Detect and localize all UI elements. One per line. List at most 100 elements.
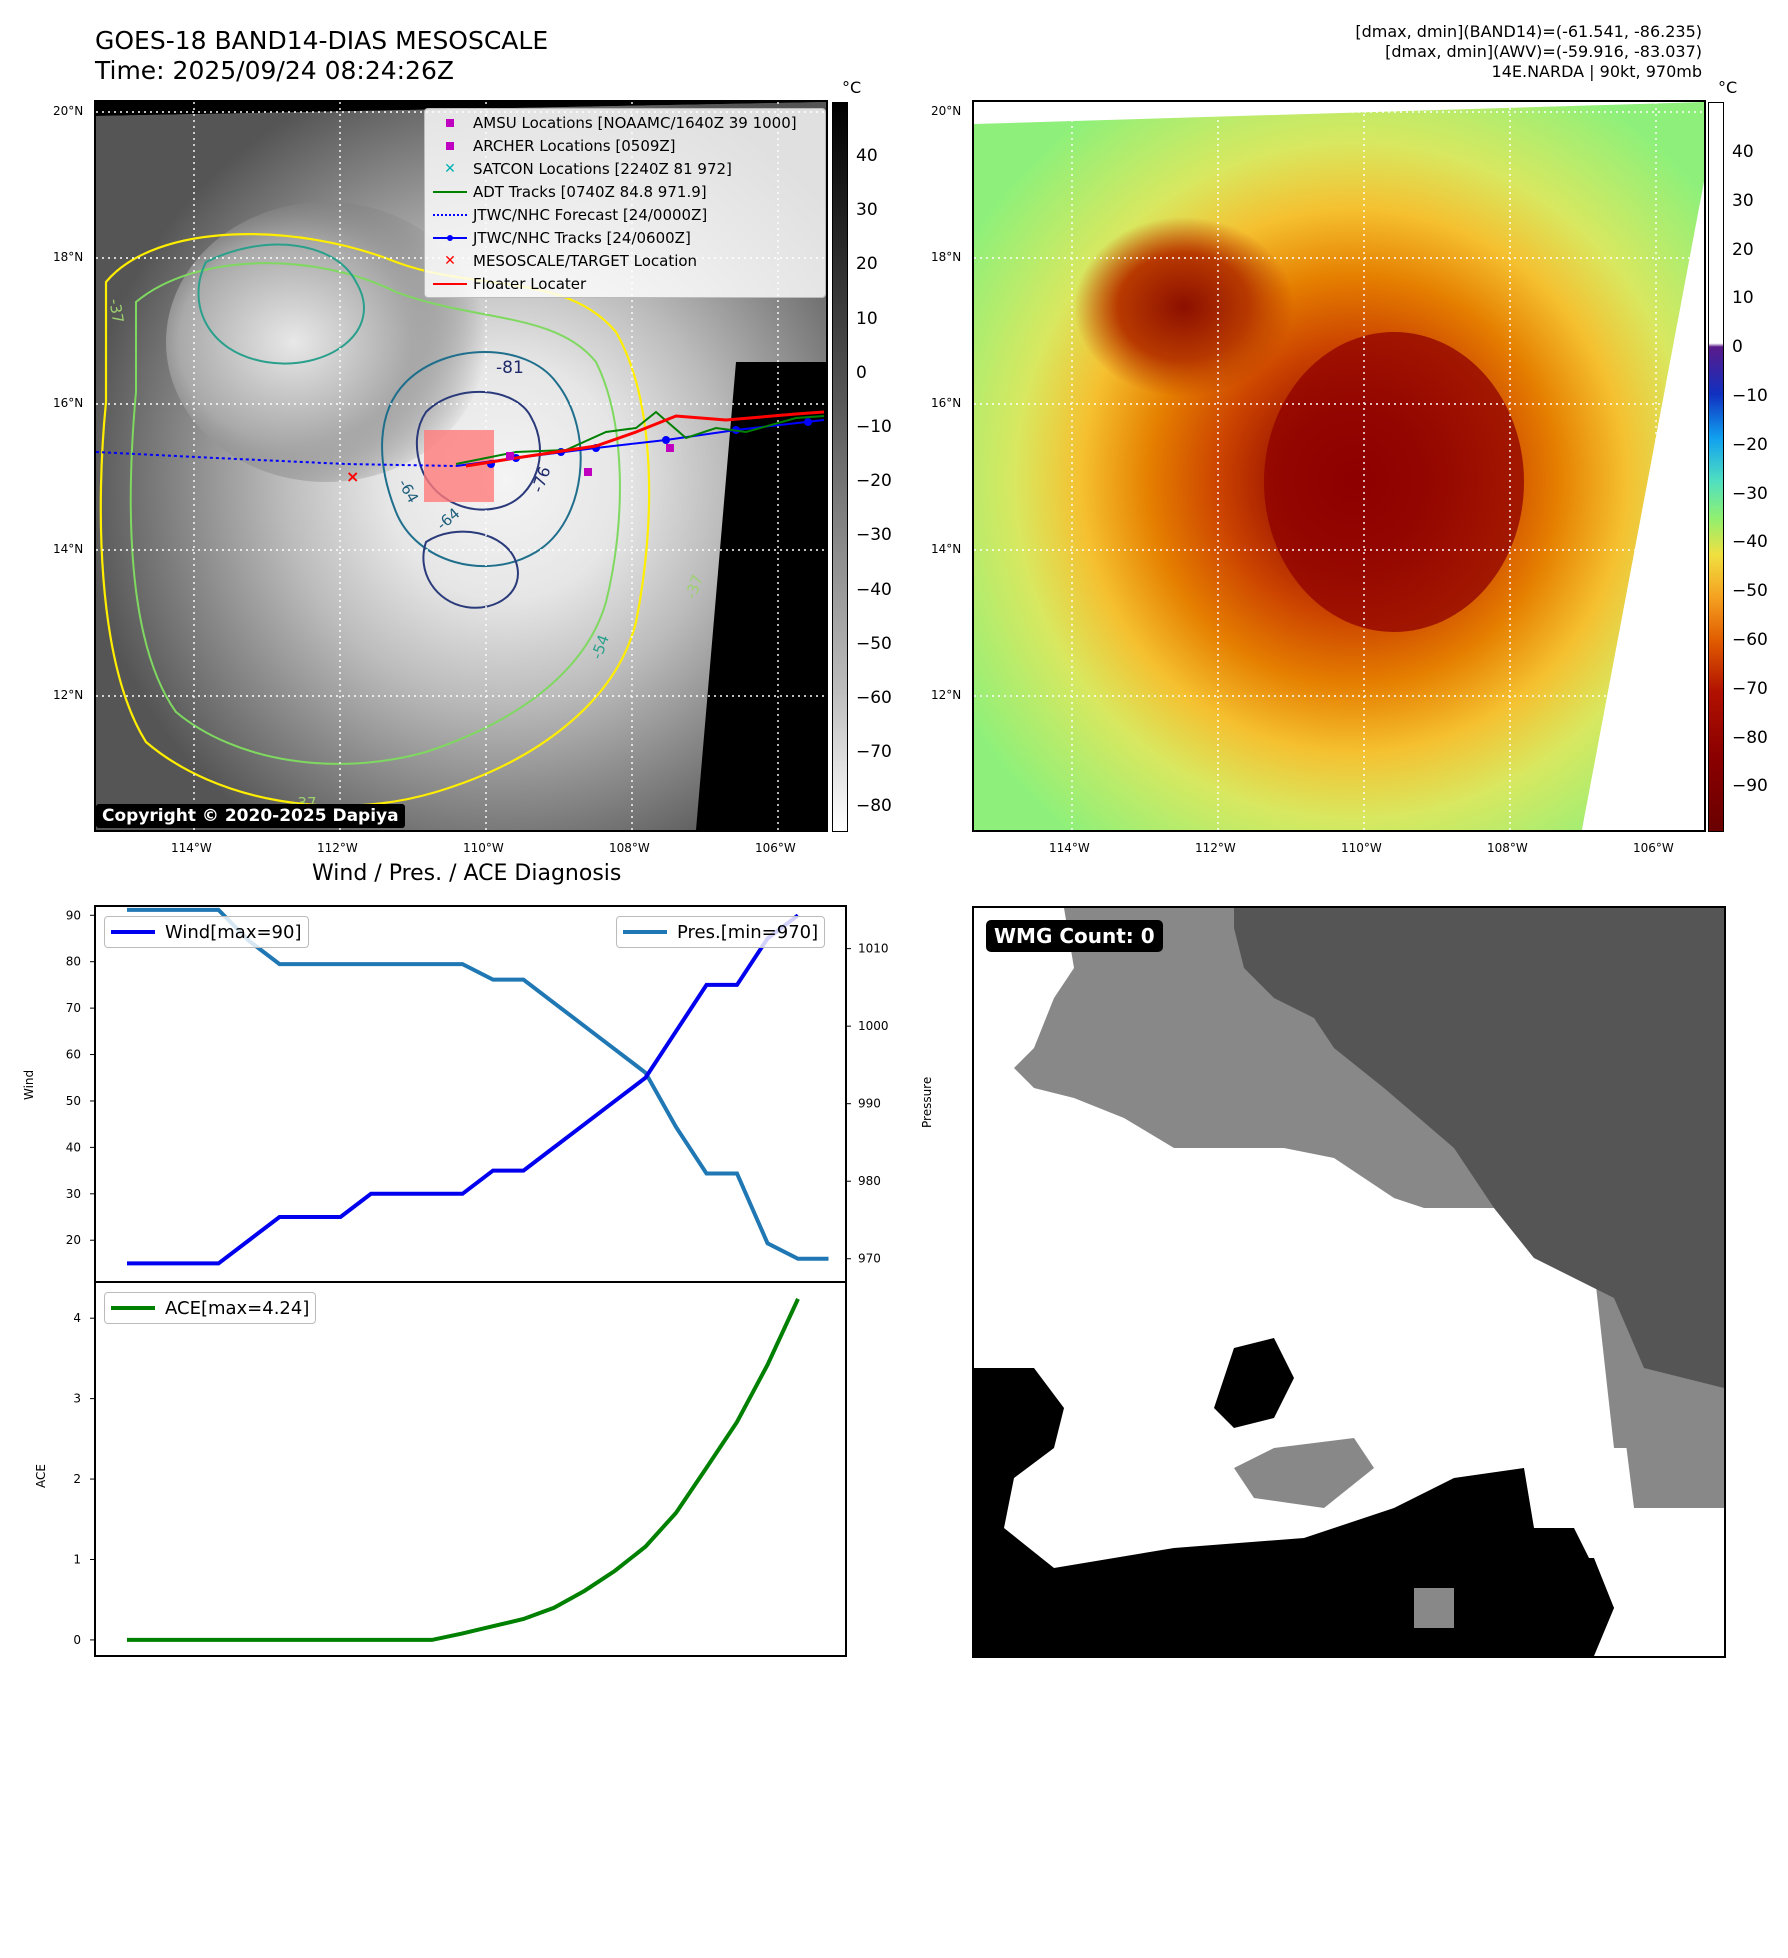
wv-satellite-map [972, 100, 1706, 832]
legend-item: ADT Tracks [0740Z 84.8 971.9] [427, 180, 823, 203]
wv-colorbar [1708, 102, 1724, 832]
wv-imagery [974, 102, 1704, 830]
legend-item: ✕ SATCON Locations [2240Z 81 972] [427, 157, 823, 180]
colorbar-tick: −40 [856, 579, 892, 600]
wind-axis-label: Wind [22, 1069, 36, 1100]
colorbar-tick: 30 [1732, 190, 1754, 211]
line-icon [111, 930, 155, 934]
forecast-track [96, 451, 457, 467]
ir-colorbar [832, 102, 848, 832]
colorbar-tick: −70 [1732, 678, 1768, 699]
pressure-tick-label: 980 [858, 1174, 881, 1188]
ace-legend: ACE[max=4.24] [104, 1292, 317, 1324]
lon-label: 112°W [1195, 841, 1236, 855]
legend-label: SATCON Locations [2240Z 81 972] [473, 159, 732, 178]
colorbar-tick: −10 [856, 417, 892, 437]
colorbar-tick: 40 [856, 146, 878, 166]
colorbar-tick: −40 [1732, 532, 1768, 553]
wmg-count-badge: WMG Count: 0 [986, 920, 1163, 952]
colorbar-tick: 20 [856, 254, 878, 275]
legend-item: JTWC/NHC Tracks [24/0600Z] [427, 226, 823, 249]
legend-item: ✕ MESOSCALE/TARGET Location [427, 249, 823, 272]
dotted-line-icon [433, 213, 467, 216]
chart-title: GOES-18 BAND14-DIAS MESOSCALE [95, 26, 549, 55]
legend-item: ARCHER Locations [0509Z] [427, 134, 823, 157]
wind-pressure-frame [94, 905, 847, 1283]
pressure-tick-label: 970 [858, 1252, 881, 1266]
lon-label: 110°W [463, 841, 504, 855]
dot-line-icon [427, 228, 473, 248]
wind-series-line [127, 913, 800, 1266]
legend-label: MESOSCALE/TARGET Location [473, 251, 698, 270]
legend-item: Floater Locater [427, 272, 823, 295]
colorbar-tick: −10 [1732, 386, 1768, 406]
wind-tick-label: 90 [66, 908, 81, 922]
legend-label: JTWC/NHC Tracks [24/0600Z] [473, 228, 691, 247]
colorbar-tick: 10 [1732, 288, 1754, 309]
colorbar-tick: −60 [856, 688, 892, 708]
adt-track [455, 410, 825, 465]
colorbar-tick: 30 [856, 200, 878, 221]
lat-label: 16°N [931, 396, 962, 410]
x-marker-icon: ✕ [444, 160, 456, 177]
pressure-tick-label: 1010 [858, 942, 889, 956]
ace-axis-label: ACE [34, 1464, 48, 1488]
contour-6 [422, 530, 519, 609]
lon-label: 114°W [171, 841, 212, 855]
legend-label: ARCHER Locations [0509Z] [473, 136, 676, 155]
wmg-panel: WMG Count: 0 [972, 906, 1726, 1658]
lon-label: 106°W [755, 841, 796, 855]
wind-tick-label: 30 [66, 1187, 81, 1201]
ace-tick-label: 4 [73, 1311, 81, 1325]
wind-tick-label: 50 [66, 1094, 81, 1108]
lat-label: 12°N [53, 688, 84, 702]
colorbar-tick: −90 [1732, 776, 1768, 797]
colorbar-tick: −60 [1732, 630, 1768, 650]
wind-tick-label: 40 [66, 1140, 81, 1154]
contour-outer [99, 233, 651, 807]
pressure-tick-label: 1000 [858, 1019, 889, 1033]
pressure-tick-label: 990 [858, 1097, 881, 1111]
archer-marker [584, 468, 592, 476]
legend-item: AMSU Locations [NOAAMC/1640Z 39 1000] [427, 111, 823, 134]
lat-label: 14°N [53, 542, 84, 556]
wind-tick-label: 80 [66, 955, 81, 969]
colorbar-tick: 40 [1732, 142, 1754, 162]
line-icon [623, 930, 667, 934]
wind-tick-label: 70 [66, 1001, 81, 1015]
ace-frame [94, 1281, 847, 1657]
chart-timestamp: Time: 2025/09/24 08:24:26Z [95, 56, 454, 85]
awv-range: [dmax, dmin](AWV)=(-59.916, -83.037) [1385, 42, 1702, 61]
square-marker-icon [446, 141, 454, 150]
colorbar-tick: −50 [1732, 581, 1768, 602]
line-icon [433, 190, 467, 193]
wind-tick-label: 60 [66, 1048, 81, 1062]
x-marker-icon: ✕ [444, 252, 456, 269]
ir-legend: AMSU Locations [NOAAMC/1640Z 39 1000] AR… [424, 108, 826, 298]
ace-tick-label: 1 [73, 1552, 81, 1566]
contour-label: -81 [496, 358, 524, 378]
lon-label: 108°W [609, 841, 650, 855]
lat-label: 18°N [931, 250, 962, 264]
lon-label: 112°W [317, 841, 358, 855]
lat-label: 20°N [931, 104, 962, 118]
contour-5 [415, 391, 541, 511]
legend-label: Pres.[min=970] [677, 921, 819, 943]
floater-locater [465, 410, 825, 468]
square-marker-icon [446, 118, 454, 127]
legend-label: JTWC/NHC Forecast [24/0000Z] [473, 205, 708, 224]
colorbar-tick: −70 [856, 742, 892, 763]
legend-label: ADT Tracks [0740Z 84.8 971.9] [473, 182, 707, 201]
colorbar-tick: −80 [1732, 727, 1768, 748]
ace-tick-label: 3 [73, 1392, 81, 1406]
pressure-legend: Pres.[min=970] [616, 916, 826, 948]
colorbar-tick: 0 [856, 362, 867, 383]
lon-label: 106°W [1633, 841, 1674, 855]
ace-tick-label: 2 [73, 1472, 81, 1486]
pressure-axis-label: Pressure [920, 1076, 934, 1128]
contour-2 [129, 262, 621, 765]
wind-tick-label: 20 [66, 1233, 81, 1247]
legend-item: JTWC/NHC Forecast [24/0000Z] [427, 203, 823, 226]
colorbar-tick: −30 [856, 525, 892, 546]
storm-info: 14E.NARDA | 90kt, 970mb [1491, 62, 1702, 81]
